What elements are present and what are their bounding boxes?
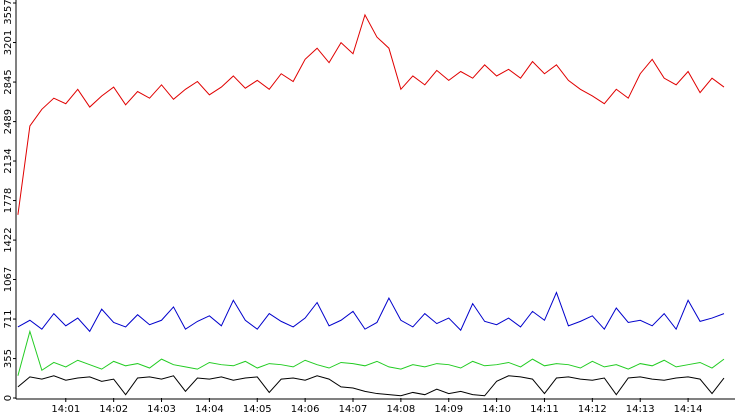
x-tick-label: 14:09 <box>434 404 463 415</box>
y-tick-label: 0 <box>3 395 14 401</box>
line-series <box>17 375 725 397</box>
x-tick-label: 14:12 <box>578 404 607 415</box>
y-tick-label: 2845 <box>3 69 14 94</box>
line-series <box>17 329 725 376</box>
y-tick-label: 1422 <box>3 227 14 252</box>
x-tick-label: 14:04 <box>195 404 224 415</box>
line-series <box>17 13 725 215</box>
x-tick-label: 14:02 <box>99 404 128 415</box>
y-tick-label: 711 <box>3 309 14 328</box>
y-tick-label: 1778 <box>3 188 14 213</box>
x-tick-label: 14:13 <box>626 404 655 415</box>
x-tick-label: 14:01 <box>51 404 80 415</box>
y-tick-label: 2134 <box>3 148 14 173</box>
y-tick-label: 2489 <box>3 109 14 134</box>
x-tick-label: 14:05 <box>243 404 272 415</box>
x-tick-label: 14:06 <box>291 404 320 415</box>
x-tick-label: 14:08 <box>386 404 415 415</box>
y-tick-label: 3201 <box>3 30 14 55</box>
x-tick-label: 14:03 <box>147 404 176 415</box>
x-tick-label: 14:11 <box>530 404 559 415</box>
x-tick-label: 14:07 <box>339 404 368 415</box>
line-series <box>17 291 725 333</box>
y-tick-label: 3557 <box>3 0 14 25</box>
x-tick-label: 14:14 <box>674 404 703 415</box>
y-tick-label: 355 <box>3 349 14 368</box>
x-tick-label: 14:10 <box>482 404 511 415</box>
y-tick-label: 1067 <box>3 267 14 292</box>
